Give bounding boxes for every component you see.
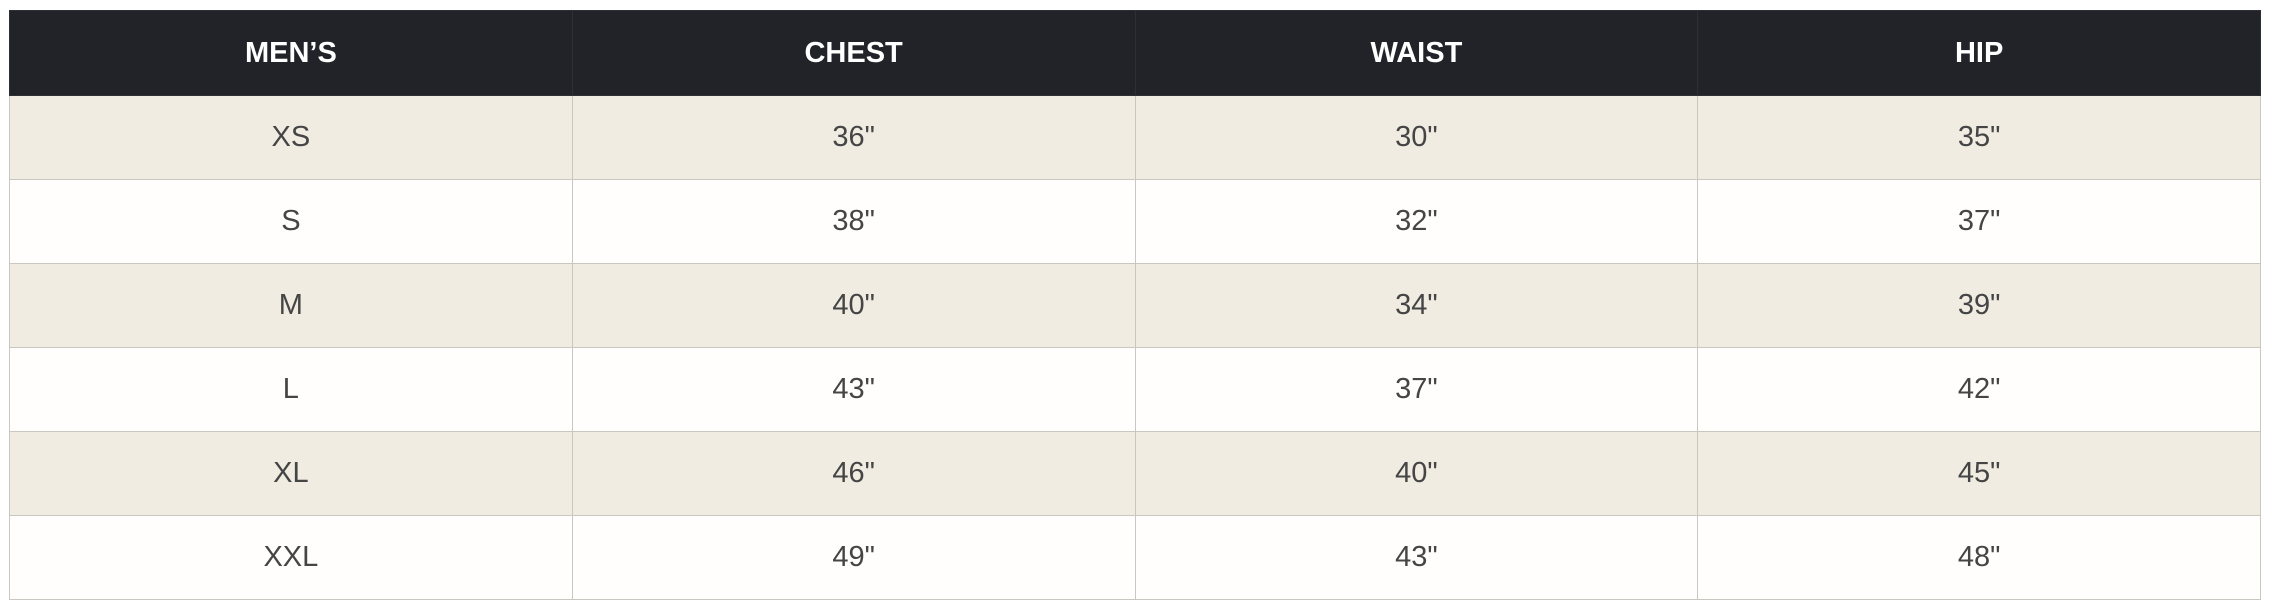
- cell-waist: 30": [1134, 95, 1699, 180]
- table-row: S 38" 32" 37": [9, 179, 2261, 264]
- table-row: L 43" 37" 42": [9, 347, 2261, 432]
- cell-size: M: [9, 263, 573, 348]
- header-mens: MEN’S: [9, 10, 573, 96]
- cell-size: XXL: [9, 515, 573, 600]
- cell-chest: 36": [571, 95, 1136, 180]
- cell-waist: 43": [1134, 515, 1699, 600]
- cell-size: XS: [9, 95, 573, 180]
- header-hip: HIP: [1697, 10, 2261, 96]
- cell-waist: 34": [1134, 263, 1699, 348]
- cell-size: S: [9, 179, 573, 264]
- size-chart-table: MEN’S CHEST WAIST HIP XS 36" 30" 35" S 38" 32"…: [9, 10, 2261, 600]
- cell-waist: 37": [1134, 347, 1699, 432]
- cell-waist: 40": [1134, 431, 1699, 516]
- cell-hip: 45": [1697, 431, 2261, 516]
- cell-chest: 40": [571, 263, 1136, 348]
- cell-chest: 38": [571, 179, 1136, 264]
- cell-size: XL: [9, 431, 573, 516]
- table-row: M 40" 34" 39": [9, 263, 2261, 348]
- cell-waist: 32": [1134, 179, 1699, 264]
- cell-size: L: [9, 347, 573, 432]
- cell-hip: 35": [1697, 95, 2261, 180]
- cell-chest: 49": [571, 515, 1136, 600]
- table-row: XL 46" 40" 45": [9, 431, 2261, 516]
- table-row: XXL 49" 43" 48": [9, 515, 2261, 600]
- cell-hip: 48": [1697, 515, 2261, 600]
- header-chest: CHEST: [571, 10, 1136, 96]
- cell-hip: 42": [1697, 347, 2261, 432]
- header-row: MEN’S CHEST WAIST HIP: [9, 10, 2261, 96]
- cell-hip: 37": [1697, 179, 2261, 264]
- cell-hip: 39": [1697, 263, 2261, 348]
- table-row: XS 36" 30" 35": [9, 95, 2261, 180]
- cell-chest: 46": [571, 431, 1136, 516]
- cell-chest: 43": [571, 347, 1136, 432]
- header-waist: WAIST: [1134, 10, 1699, 96]
